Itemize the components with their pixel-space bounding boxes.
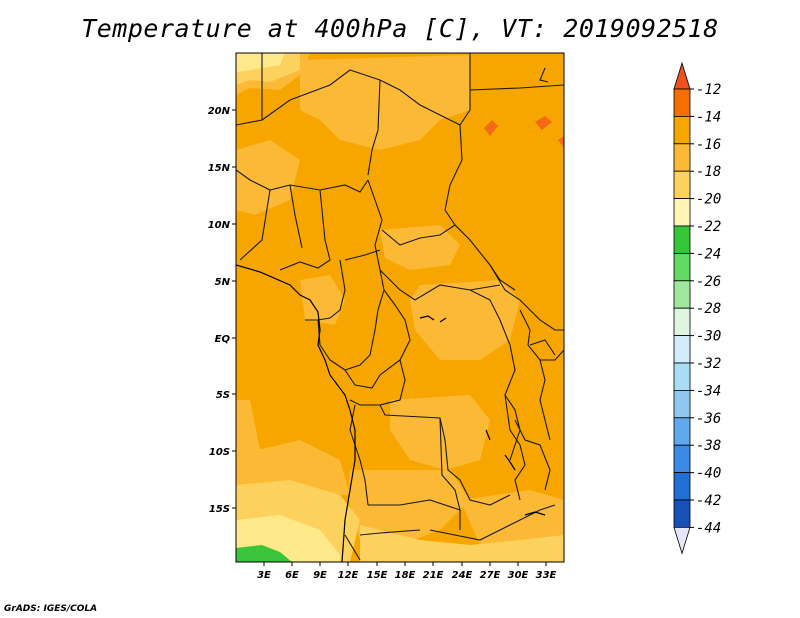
country-borders: [236, 53, 564, 561]
lat-tick-5s: 5S: [216, 390, 236, 401]
svg-text:5S: 5S: [216, 390, 230, 401]
lat-tick-5n: 5N: [215, 277, 236, 288]
map-title: Temperature at 400hPa [C], VT: 201909251…: [81, 14, 719, 43]
coastline: [236, 264, 356, 562]
colorbar-label: -28: [696, 301, 721, 317]
lat-axis: 20N 15N 10N 5N EQ 5S 10S 15S: [208, 106, 236, 515]
colorbar-swatch: [673, 170, 691, 199]
colorbar-label: -38: [696, 438, 721, 454]
svg-text:12E: 12E: [338, 570, 359, 581]
colorbar-label: -20: [696, 192, 721, 208]
svg-text:20N: 20N: [208, 106, 231, 117]
colorbar-swatch: [673, 472, 691, 501]
colorbar-label: -44: [696, 520, 721, 536]
lat-tick-15s: 15S: [209, 504, 236, 515]
colorbar-bottom-arrow: [673, 527, 691, 555]
colorbar-label: -42: [696, 493, 721, 509]
svg-text:10S: 10S: [209, 447, 230, 458]
svg-text:33E: 33E: [536, 570, 557, 581]
colorbar-swatch: [673, 307, 691, 337]
lon-tick-18e: 18E: [395, 562, 416, 581]
lat-tick-15n: 15N: [208, 163, 236, 174]
colorbar-swatch: [673, 417, 691, 446]
colorbar-label: -16: [696, 137, 721, 153]
lon-tick-15e: 15E: [367, 562, 388, 581]
lat-tick-20n: 20N: [208, 106, 236, 117]
map-frame: [235, 52, 565, 563]
svg-text:6E: 6E: [285, 570, 299, 581]
lon-tick-12e: 12E: [338, 562, 359, 581]
colorbar-swatch: [673, 499, 691, 528]
colorbar-swatch: [673, 198, 691, 227]
colorbar-swatch: [673, 116, 691, 145]
colorbar-label: -22: [696, 219, 721, 235]
colorbar-label: -32: [696, 356, 721, 372]
colorbar-swatch: [673, 280, 691, 309]
svg-text:24E: 24E: [452, 570, 473, 581]
lon-tick-6e: 6E: [285, 562, 299, 581]
colorbar: -12 -14 -16 -18 -20 -22 -24 -26 -28 -30 -32 -34 -36 -…: [673, 61, 721, 555]
colorbar-swatch: [673, 88, 691, 117]
colorbar-swatch: [673, 335, 691, 364]
colorbar-swatch: [673, 252, 691, 282]
green-cold-patch: [236, 545, 292, 562]
lon-tick-9e: 9E: [313, 562, 327, 581]
colorbar-swatch: [673, 143, 691, 172]
colorbar-label: -30: [696, 329, 721, 345]
colorbar-swatch: [673, 389, 691, 419]
lon-tick-3e: 3E: [257, 562, 271, 581]
colorbar-label: -40: [696, 466, 721, 482]
colorbar-label: -24: [696, 246, 721, 262]
colorbar-label: -36: [696, 411, 721, 427]
svg-text:30E: 30E: [508, 570, 529, 581]
svg-text:18E: 18E: [395, 570, 416, 581]
svg-text:15S: 15S: [209, 504, 230, 515]
svg-text:3E: 3E: [257, 570, 271, 581]
credit-label: GrADS: IGES/COLA: [4, 604, 98, 614]
svg-text:15E: 15E: [367, 570, 388, 581]
lon-tick-30e: 30E: [508, 562, 529, 581]
svg-text:EQ: EQ: [215, 334, 231, 345]
colorbar-label: -12: [696, 82, 721, 98]
lat-tick-10s: 10S: [209, 447, 236, 458]
map-panel: [236, 53, 564, 562]
lakes: [419, 315, 546, 516]
hot-patches: [484, 116, 564, 148]
colorbar-swatch: [673, 225, 691, 254]
svg-text:27E: 27E: [480, 570, 501, 581]
lon-tick-21e: 21E: [423, 562, 444, 581]
colorbar-label: -34: [696, 383, 721, 399]
svg-text:21E: 21E: [423, 570, 444, 581]
colorbar-swatch: [673, 444, 691, 474]
lon-tick-33e: 33E: [536, 562, 557, 581]
colorbar-label: -18: [696, 164, 721, 180]
lon-axis: 3E 6E 9E 12E 15E 18E 21E 24E 27E 30E 33E: [257, 562, 557, 581]
colorbar-label: -14: [696, 109, 721, 125]
lon-tick-27e: 27E: [480, 562, 501, 581]
colorbar-label: -26: [696, 274, 721, 290]
mid-orange-field: [236, 53, 564, 545]
svg-text:15N: 15N: [208, 163, 231, 174]
colorbar-swatch: [673, 362, 691, 391]
lat-tick-eq: EQ: [215, 334, 236, 345]
lon-tick-24e: 24E: [452, 562, 473, 581]
lat-tick-10n: 10N: [208, 220, 236, 231]
svg-text:9E: 9E: [313, 570, 327, 581]
colorbar-top-arrow: [673, 61, 691, 90]
svg-text:5N: 5N: [215, 277, 231, 288]
svg-text:10N: 10N: [208, 220, 231, 231]
